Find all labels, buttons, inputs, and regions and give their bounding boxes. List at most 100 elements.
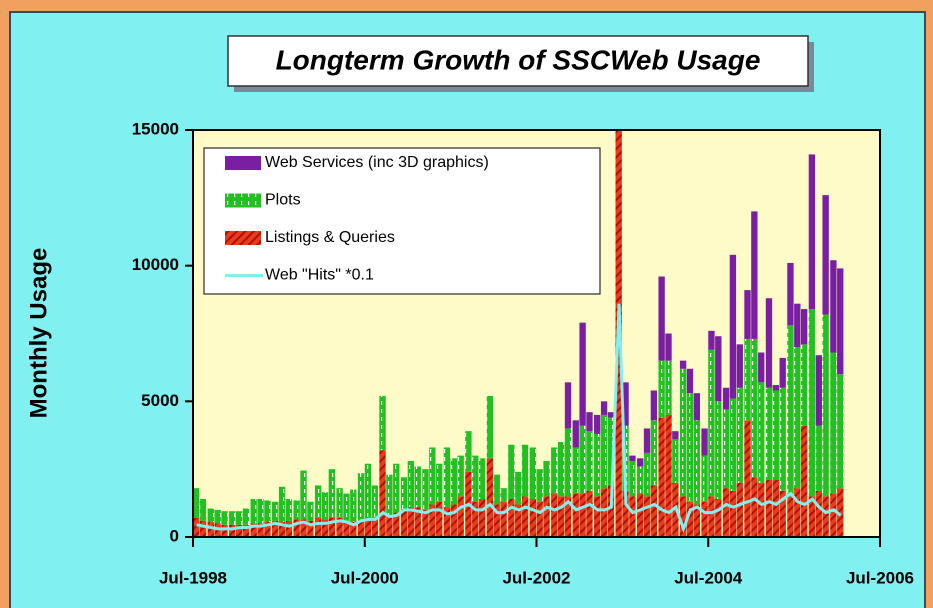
bar-segment <box>629 461 636 497</box>
x-tick-label: Jul-2004 <box>674 568 743 587</box>
bar-segment <box>500 501 507 537</box>
hits-line <box>196 303 842 534</box>
bar-segment <box>500 488 507 502</box>
bar-segment <box>472 455 479 502</box>
bar-segment <box>779 387 786 491</box>
bar-segment <box>586 431 593 491</box>
bar-segment <box>207 508 214 523</box>
bar-segment <box>808 496 816 537</box>
bar-segment <box>529 447 536 500</box>
y-tick-label: 5000 <box>141 391 179 410</box>
bar-segment <box>579 425 586 494</box>
legend-swatch <box>225 156 261 170</box>
bar-segment <box>235 524 243 537</box>
bar-segment <box>800 309 808 345</box>
bar-segment <box>815 355 822 426</box>
bar-segment <box>693 393 701 421</box>
bar-segment <box>285 499 293 521</box>
y-tick-label: 10000 <box>132 255 179 274</box>
bar-segment <box>815 490 822 537</box>
bar-segment <box>350 489 357 523</box>
bar-segment <box>193 488 200 519</box>
bar-segment <box>314 485 322 519</box>
bar-segment <box>536 469 543 502</box>
bar-segment <box>636 493 644 537</box>
bar-segment <box>822 195 829 315</box>
bar-segment <box>579 322 586 426</box>
y-tick-label: 0 <box>170 526 179 545</box>
bar-segment <box>371 518 378 537</box>
bar-segment <box>779 357 786 388</box>
bar-segment <box>751 338 758 478</box>
bar-segment <box>586 412 593 432</box>
bar-segment <box>364 518 372 537</box>
bar-segment <box>386 515 393 537</box>
bar-segment <box>808 309 816 497</box>
bar-segment <box>650 390 658 421</box>
bar-segment <box>701 455 708 502</box>
bar-segment <box>830 493 837 537</box>
bar-segment <box>350 522 357 537</box>
bar-segment <box>722 488 730 537</box>
bar-segment <box>758 382 765 483</box>
legend-swatch <box>225 231 261 245</box>
bar-segment <box>686 368 694 394</box>
bar-segment <box>551 493 558 537</box>
bar-segment <box>536 501 543 537</box>
bar-segment <box>543 496 550 537</box>
bar-segment <box>221 524 228 537</box>
bar-segment <box>357 473 365 520</box>
bar-segment <box>450 458 457 505</box>
bar-segment <box>736 387 743 483</box>
bar-segment <box>278 522 286 537</box>
bar-segment <box>594 414 601 434</box>
bar-segment <box>407 461 415 508</box>
bar-segment <box>744 420 751 537</box>
bar-segment <box>822 496 829 537</box>
bar-segment <box>242 508 250 525</box>
bar-segment <box>429 504 436 537</box>
bar-segment <box>328 469 336 519</box>
bar-segment <box>529 499 536 537</box>
bar-segment <box>629 455 636 462</box>
bar-segment <box>600 414 608 489</box>
bar-segment <box>672 439 679 483</box>
bar-segment <box>679 360 687 369</box>
bar-segment <box>272 501 279 521</box>
bar-segment <box>607 485 615 537</box>
bar-segment <box>622 382 629 426</box>
bar-segment <box>300 470 307 520</box>
bar-segment <box>436 501 443 537</box>
bar-segment <box>837 374 844 489</box>
bar-segment <box>586 490 593 537</box>
bar-segment <box>722 409 730 489</box>
bar-segment <box>386 474 393 516</box>
bar-segment <box>478 458 486 500</box>
bar-segment <box>199 499 207 521</box>
bar-segment <box>572 447 579 494</box>
bar-segment <box>235 511 243 525</box>
chart-title: Longterm Growth of SSCWeb Usage <box>276 44 761 75</box>
bar-segment <box>257 523 264 537</box>
x-tick-label: Jul-2000 <box>331 568 399 587</box>
title-box <box>227 35 809 87</box>
bar-segment <box>257 499 264 524</box>
bar-segment <box>564 496 572 537</box>
bar-segment <box>264 522 271 537</box>
bar-segment <box>800 344 808 426</box>
bar-segment <box>636 466 644 494</box>
bar-segment <box>472 501 479 537</box>
bar-segment <box>672 431 679 440</box>
bar-segment <box>242 524 250 537</box>
bar-segment <box>328 518 336 537</box>
bar-segment <box>636 458 644 467</box>
bar-segment <box>443 447 451 508</box>
bar-segment <box>221 511 228 525</box>
bar-segment <box>665 414 672 537</box>
bar-segment <box>643 496 651 537</box>
x-tick-label: Jul-1998 <box>159 568 227 587</box>
bar-segment <box>800 425 808 537</box>
bar-segment <box>708 330 715 350</box>
bar-segment <box>794 488 801 537</box>
bar-segment <box>658 360 665 418</box>
